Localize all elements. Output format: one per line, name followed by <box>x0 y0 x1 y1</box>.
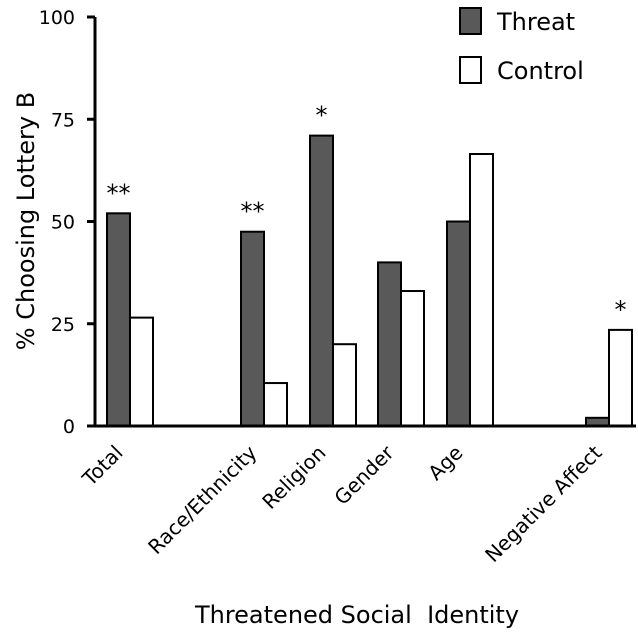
y-tick-label: 0 <box>63 416 75 438</box>
y-tick-label: 100 <box>39 7 75 29</box>
bar-threat-gender <box>377 261 402 427</box>
x-tick-label-age: Age <box>423 441 467 485</box>
x-axis-title: Threatened Social Identity <box>194 601 519 629</box>
legend-swatch-control <box>459 56 482 84</box>
bars-group <box>106 134 633 428</box>
y-axis-title: % Choosing Lottery B <box>12 92 40 350</box>
x-tick-label-race-ethnicity: Race/Ethnicity <box>143 440 261 558</box>
legend-swatch-threat <box>459 7 482 35</box>
bar-threat-race-ethnicity <box>240 230 265 427</box>
significance-marker: * <box>615 296 627 324</box>
significance-marker: * <box>316 102 328 130</box>
bar-control-total <box>129 316 154 427</box>
x-tick-label-negative-affect: Negative Affect <box>480 440 606 566</box>
y-tick-label: 50 <box>51 212 75 234</box>
bar-control-race-ethnicity <box>263 382 288 427</box>
significance-markers: ****** <box>107 102 627 324</box>
legend-label-control: Control <box>497 57 584 85</box>
x-tick-label-religion: Religion <box>257 441 330 514</box>
bar-threat-religion <box>309 134 334 428</box>
x-tick-label-gender: Gender <box>329 440 399 510</box>
y-ticks: 0 25 50 75 100 <box>39 7 95 438</box>
bar-threat-total <box>106 212 131 427</box>
bar-control-age <box>469 153 494 427</box>
x-tick-label-total: Total <box>77 441 128 492</box>
bar-threat-age <box>446 220 471 427</box>
y-tick-label: 75 <box>51 109 75 131</box>
bar-control-negative-affect <box>608 328 633 428</box>
legend: Threat Control <box>459 7 584 85</box>
bar-control-religion <box>332 343 357 428</box>
significance-marker: ** <box>241 198 265 226</box>
legend-label-threat: Threat <box>496 8 575 36</box>
y-tick-label: 25 <box>51 314 75 336</box>
significance-marker: ** <box>107 179 131 207</box>
bar-control-gender <box>400 290 425 427</box>
